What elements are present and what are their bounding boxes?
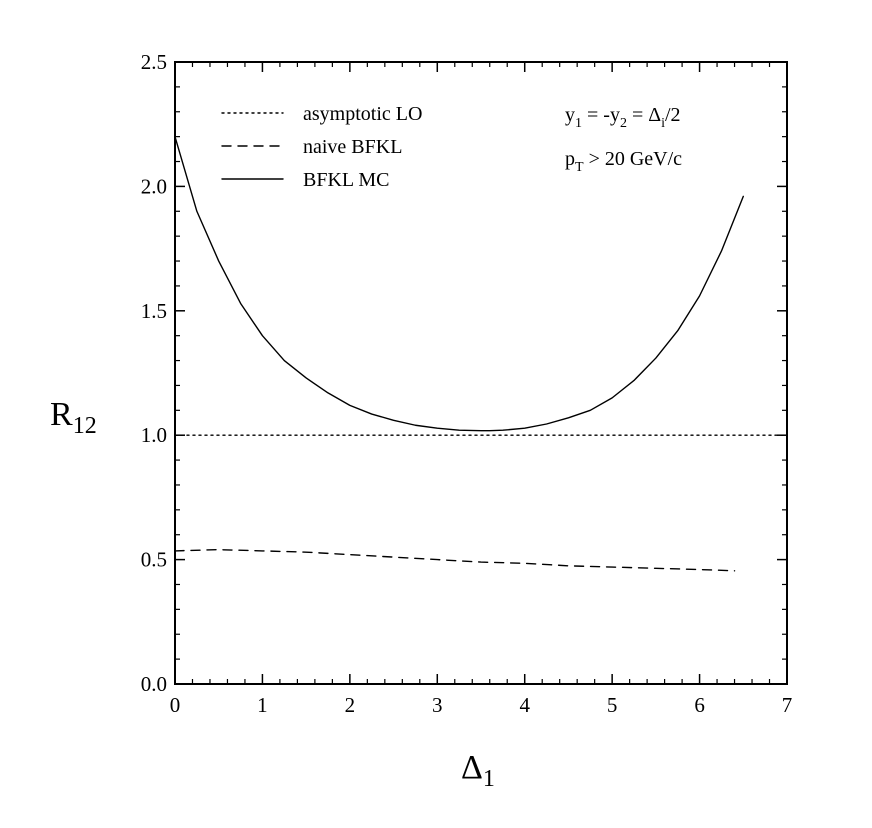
series-line-bfkl-mc	[174, 135, 744, 432]
x-tick-label: 6	[694, 693, 705, 717]
plot-frame	[174, 61, 788, 685]
plot-area	[174, 61, 788, 685]
x-tick-label: 0	[170, 693, 181, 717]
y-tick-label: 0.0	[141, 672, 167, 696]
y-tick-label: 1.0	[141, 423, 167, 447]
axis-ticks	[174, 61, 788, 685]
legend-label-naive-bfkl: naive BFKL	[303, 136, 402, 158]
y-tick-label: 0.5	[141, 548, 167, 572]
tick-labels: 0 1 2 3 4 5 6 7 0.0 0.5 1.0 1.5 2.0 2.5	[141, 50, 793, 717]
annotation-rapidity: y1 = -y2 = Δi/2	[565, 104, 681, 131]
text-annotations: Δ1 R12 y1 = -y2 = Δi/2 pT > 20 GeV/c	[50, 104, 682, 792]
legend-label-bfkl-mc: BFKL MC	[303, 169, 390, 191]
x-tick-label: 3	[432, 693, 443, 717]
series-line-naive-bfkl	[174, 548, 736, 572]
annotation-pt-cut: pT > 20 GeV/c	[565, 148, 682, 175]
y-tick-label: 1.5	[141, 299, 167, 323]
x-axis-title: Δ1	[461, 749, 495, 792]
x-tick-label: 1	[257, 693, 268, 717]
x-tick-label: 2	[345, 693, 356, 717]
y-tick-label: 2.5	[141, 50, 167, 74]
x-tick-label: 5	[607, 693, 618, 717]
legend: asymptotic LO naive BFKL BFKL MC	[221, 103, 422, 191]
x-tick-label: 7	[782, 693, 793, 717]
legend-label-asymptotic-lo: asymptotic LO	[303, 103, 422, 125]
y-tick-label: 2.0	[141, 174, 167, 198]
y-axis-title: R12	[50, 396, 97, 439]
series	[174, 135, 788, 572]
x-tick-label: 4	[519, 693, 530, 717]
